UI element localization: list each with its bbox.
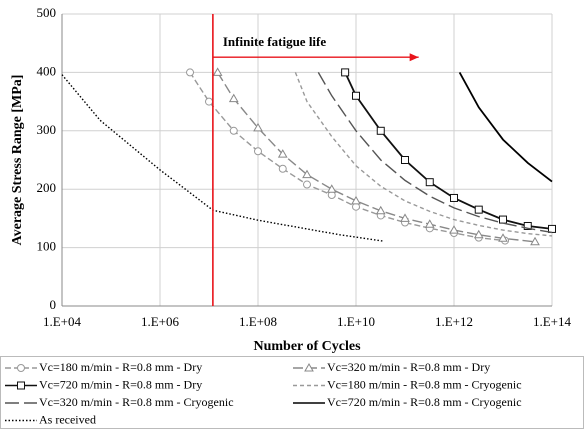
x-tick-label: 1.E+04: [43, 314, 82, 329]
marker: [450, 193, 458, 202]
marker: [473, 229, 484, 239]
arrow-head: [409, 53, 419, 62]
x-tick-label: 1.E+12: [435, 314, 473, 329]
y-tick-label: 0: [50, 297, 57, 312]
series-line: [294, 72, 553, 237]
marker: [400, 213, 410, 222]
marker: [474, 205, 483, 214]
series-line: [61, 74, 384, 242]
marker: [229, 126, 238, 135]
marker: [548, 224, 556, 233]
legend-label: Vc=720 m/min - R=0.8 mm - Cryogenic: [327, 395, 522, 409]
x-tick-label: 1.E+06: [141, 314, 180, 329]
marker: [205, 97, 213, 106]
series-line: [317, 72, 553, 234]
y-tick-label: 100: [37, 239, 57, 254]
series-line: [344, 72, 553, 230]
marker: [341, 68, 350, 77]
marker: [351, 195, 361, 205]
legend-marker: [304, 362, 314, 372]
marker: [499, 215, 507, 224]
legend-label: Vc=720 m/min - R=0.8 mm - Dry: [39, 377, 202, 391]
annotation: Infinite fatigue life: [223, 34, 326, 49]
legend: Vc=180 m/min - R=0.8 mm - Dry Vc=320 m/mi…: [5, 360, 522, 426]
x-tick-label: 1.E+10: [337, 314, 375, 329]
legend-label: Vc=180 m/min - R=0.8 mm - Cryogenic: [327, 377, 522, 391]
marker: [523, 221, 532, 230]
x-tick-label: 1.E+08: [239, 314, 277, 329]
marker: [352, 91, 360, 100]
marker: [254, 147, 262, 156]
legend-marker: [17, 364, 25, 372]
legend-label: Vc=320 m/min - R=0.8 mm - Dry: [327, 360, 490, 374]
y-tick-label: 400: [37, 63, 57, 78]
marker: [277, 149, 288, 158]
marker: [303, 180, 311, 189]
marker: [424, 219, 435, 228]
marker: [326, 184, 337, 193]
x-tick-label: 1.E+14: [533, 314, 572, 329]
marker: [425, 178, 434, 187]
y-tick-label: 300: [37, 122, 57, 137]
x-axis-title: Number of Cycles: [253, 339, 361, 354]
marker: [253, 122, 263, 132]
marker: [449, 225, 459, 234]
legend-label: Vc=320 m/min - R=0.8 mm - Cryogenic: [39, 395, 234, 409]
marker: [375, 205, 386, 215]
marker: [228, 93, 239, 103]
marker: [498, 233, 508, 242]
series-line: [458, 71, 553, 183]
marker: [186, 68, 195, 77]
marker: [401, 156, 409, 164]
y-axis-title: Average Stress Range [MPa]: [10, 75, 25, 246]
marker: [278, 164, 287, 173]
y-tick-label: 200: [37, 180, 57, 195]
legend-label: As received: [39, 412, 96, 426]
series-line: [217, 72, 536, 243]
marker: [212, 67, 223, 76]
legend-marker: [17, 381, 25, 390]
legend-label: Vc=180 m/min - R=0.8 mm - Dry: [39, 360, 202, 374]
marker: [376, 126, 385, 135]
y-tick-label: 500: [37, 5, 57, 20]
marker: [302, 169, 312, 179]
marker: [530, 236, 540, 246]
